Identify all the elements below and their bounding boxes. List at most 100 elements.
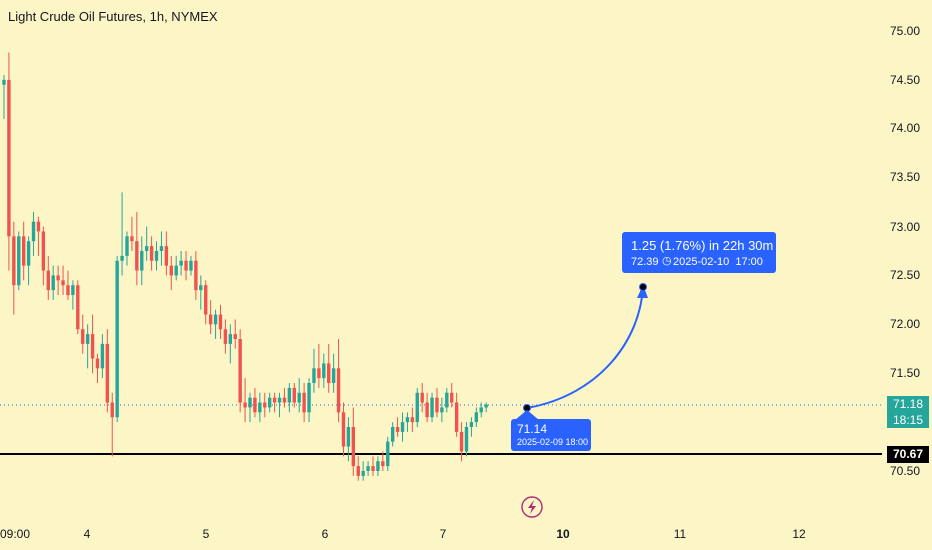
candle-body[interactable]: [120, 255, 124, 261]
candle-body[interactable]: [474, 412, 479, 423]
candle-body[interactable]: [154, 251, 159, 261]
level-price-tag[interactable]: 70.67: [887, 446, 929, 463]
candle-body[interactable]: [105, 343, 110, 403]
candle-body[interactable]: [51, 275, 55, 291]
candle-body[interactable]: [17, 236, 21, 286]
candle-body[interactable]: [405, 417, 410, 423]
projection-curve[interactable]: [526, 286, 644, 409]
candle-body[interactable]: [287, 387, 292, 403]
candle-body[interactable]: [479, 407, 483, 413]
candle-body[interactable]: [76, 285, 80, 330]
candle-body[interactable]: [189, 260, 193, 271]
candle-body[interactable]: [445, 392, 449, 408]
candle-body[interactable]: [282, 397, 287, 403]
candle-body[interactable]: [218, 314, 223, 330]
candle-body[interactable]: [346, 427, 351, 447]
candle-body[interactable]: [395, 427, 400, 432]
candle-body[interactable]: [71, 285, 75, 295]
candle-body[interactable]: [95, 358, 100, 369]
candle-body[interactable]: [400, 422, 405, 432]
candle-body[interactable]: [140, 251, 144, 271]
projection-end-point[interactable]: [639, 283, 647, 291]
candle-body[interactable]: [331, 368, 336, 383]
candle-body[interactable]: [125, 236, 129, 256]
candle-body[interactable]: [243, 402, 247, 408]
candle-body[interactable]: [228, 334, 233, 344]
candle-body[interactable]: [110, 402, 114, 418]
candle-body[interactable]: [184, 260, 188, 271]
candle-body[interactable]: [85, 334, 90, 344]
candle-body[interactable]: [312, 368, 316, 383]
candle-body[interactable]: [169, 265, 173, 276]
candle-body[interactable]: [238, 339, 242, 403]
start-point-callout[interactable]: 71.14 2025-02-09 18:00: [511, 419, 591, 451]
candle-body[interactable]: [469, 422, 474, 427]
candle-body[interactable]: [174, 265, 178, 276]
candle-body[interactable]: [410, 417, 415, 423]
candle-body[interactable]: [464, 427, 469, 452]
candle-body[interactable]: [253, 397, 257, 413]
candle-body[interactable]: [351, 427, 356, 467]
lightning-icon[interactable]: [521, 496, 543, 518]
candle-body[interactable]: [135, 241, 139, 271]
candle-body[interactable]: [336, 368, 341, 413]
candle-body[interactable]: [440, 407, 444, 413]
candle-body[interactable]: [376, 461, 380, 471]
candle-body[interactable]: [159, 246, 164, 251]
candle-body[interactable]: [56, 275, 60, 281]
projection-callout[interactable]: 1.25 (1.76%) in 22h 30m 72.39 ◷ 2025-02-…: [622, 232, 776, 273]
candle-body[interactable]: [263, 402, 267, 408]
candle-body[interactable]: [164, 246, 169, 266]
candle-body[interactable]: [267, 397, 272, 408]
candle-body[interactable]: [7, 79, 11, 237]
candle-body[interactable]: [390, 427, 395, 442]
candle-body[interactable]: [61, 280, 65, 286]
candle-body[interactable]: [292, 387, 296, 403]
candle-body[interactable]: [130, 236, 134, 242]
candle-body[interactable]: [199, 285, 203, 291]
candle-body[interactable]: [454, 402, 459, 432]
candle-body[interactable]: [90, 334, 95, 359]
candle-body[interactable]: [307, 383, 311, 413]
candle-body[interactable]: [46, 270, 50, 291]
candle-body[interactable]: [302, 392, 306, 413]
candle-body[interactable]: [435, 397, 439, 413]
candle-body[interactable]: [341, 412, 346, 447]
candle-body[interactable]: [223, 329, 228, 344]
candle-body[interactable]: [26, 241, 31, 266]
candle-body[interactable]: [233, 334, 237, 339]
candle-body[interactable]: [459, 431, 464, 452]
candle-body[interactable]: [100, 343, 105, 369]
candle-body[interactable]: [361, 471, 365, 476]
candle-body[interactable]: [208, 314, 213, 325]
candle-body[interactable]: [450, 392, 454, 403]
candle-body[interactable]: [366, 466, 370, 471]
candle-body[interactable]: [194, 260, 198, 291]
candle-body[interactable]: [2, 79, 6, 85]
candle-body[interactable]: [81, 329, 85, 344]
candle-body[interactable]: [327, 363, 331, 383]
candle-body[interactable]: [484, 404, 488, 408]
candle-body[interactable]: [248, 397, 252, 408]
candle-body[interactable]: [31, 221, 36, 242]
candle-body[interactable]: [425, 402, 429, 418]
candle-body[interactable]: [12, 236, 16, 286]
candle-body[interactable]: [415, 392, 419, 423]
candle-body[interactable]: [144, 246, 149, 251]
candle-body[interactable]: [430, 397, 434, 418]
candle-body[interactable]: [317, 368, 321, 379]
candle-body[interactable]: [322, 363, 326, 379]
candle-body[interactable]: [420, 392, 424, 403]
candle-body[interactable]: [386, 441, 390, 467]
candle-body[interactable]: [66, 285, 70, 295]
candle-body[interactable]: [356, 466, 360, 476]
candle-body[interactable]: [204, 285, 208, 315]
candle-body[interactable]: [149, 246, 154, 261]
candle-body[interactable]: [115, 260, 119, 418]
candle-body[interactable]: [41, 231, 46, 271]
candle-body[interactable]: [381, 461, 385, 467]
candle-body[interactable]: [371, 466, 375, 471]
candle-body[interactable]: [258, 402, 262, 413]
candle-body[interactable]: [272, 397, 277, 403]
